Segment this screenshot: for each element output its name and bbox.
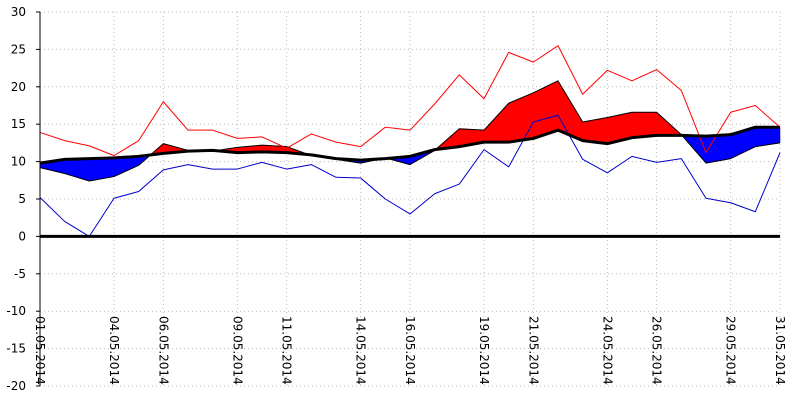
x-tick-label: 06.05.2014: [156, 316, 170, 385]
max-temperature-line: [39, 45, 781, 157]
x-tick-label: 14.05.2014: [354, 316, 368, 385]
anomaly-fills: [39, 79, 781, 182]
above-norm-area: [508, 92, 534, 143]
tick-labels: 30 25 20 15 10 5 0 -5 -10 -15 -20 01.05.2014 04.05.2…: [6, 5, 787, 393]
above-norm-area: [631, 111, 657, 138]
y-tick-label: 25: [11, 42, 26, 56]
y-tick-label: 5: [18, 192, 26, 206]
x-tick-label: 16.05.2014: [403, 316, 417, 385]
y-tick-label: 20: [11, 80, 26, 94]
y-tick-label: 30: [11, 5, 26, 19]
y-tick-label: 0: [18, 229, 26, 243]
mean-line: [39, 80, 781, 182]
below-norm-area: [113, 156, 139, 177]
x-tick-label: 01.05.2014: [33, 316, 47, 385]
norm-line: [39, 125, 780, 165]
series-lines: [39, 45, 781, 237]
y-tick-label: 15: [11, 117, 26, 131]
x-tick-label: 24.05.2014: [600, 316, 614, 385]
x-tick-label: 26.05.2014: [650, 316, 664, 385]
x-tick-label: 31.05.2014: [773, 316, 787, 385]
axes: [36, 11, 780, 387]
x-tick-label: 09.05.2014: [230, 316, 244, 385]
x-tick-label: 29.05.2014: [724, 316, 738, 385]
above-norm-area: [483, 102, 509, 143]
above-norm-area: [533, 80, 559, 139]
y-tick-label: -15: [6, 342, 26, 356]
x-tick-label: 11.05.2014: [280, 316, 294, 385]
x-tick-label: 04.05.2014: [107, 316, 121, 385]
y-tick-label: -5: [14, 267, 26, 281]
x-tick-label: 21.05.2014: [526, 316, 540, 385]
x-tick-label: 19.05.2014: [477, 316, 491, 385]
min-temperature-line: [39, 114, 781, 237]
y-tick-label: -20: [6, 379, 26, 393]
y-tick-label: -10: [6, 304, 26, 318]
y-tick-label: 10: [11, 155, 26, 169]
